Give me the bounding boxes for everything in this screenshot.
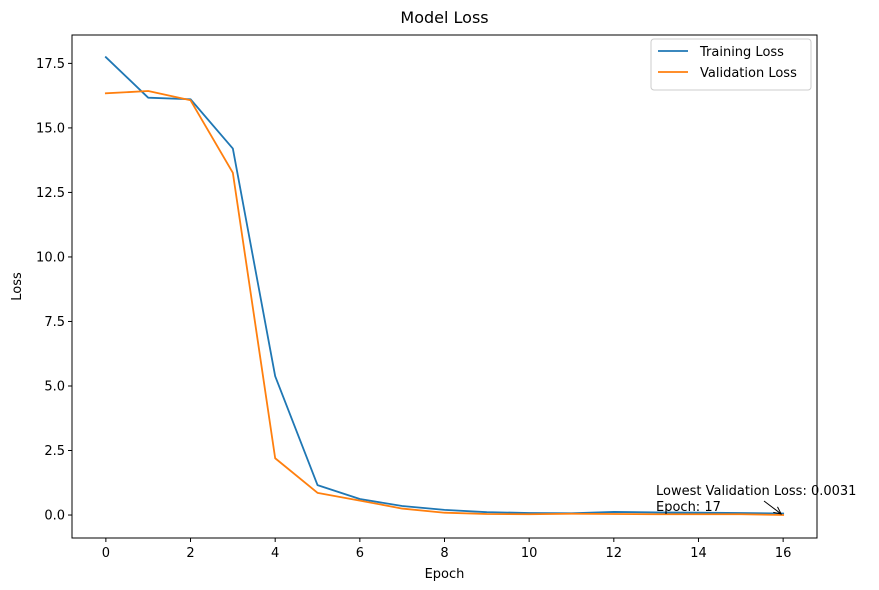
y-tick-label: 17.5 [36, 57, 65, 72]
x-tick-label: 4 [271, 546, 279, 561]
x-axis-label: Epoch [425, 567, 465, 582]
x-tick-label: 0 [102, 546, 110, 561]
chart-title: Model Loss [400, 8, 488, 27]
x-tick-label: 2 [186, 546, 194, 561]
x-tick-label: 14 [690, 546, 707, 561]
legend-label: Validation Loss [700, 66, 797, 81]
y-tick-label: 0.0 [44, 509, 65, 524]
y-tick-label: 12.5 [36, 186, 65, 201]
legend-label: Training Loss [699, 45, 784, 60]
y-tick-label: 7.5 [44, 315, 65, 330]
plot-lines [104, 55, 785, 516]
y-tick-label: 10.0 [36, 250, 65, 265]
legend-box [650, 38, 812, 91]
x-tick-label: 8 [440, 546, 448, 561]
annotation-arrowhead [773, 506, 783, 515]
axes: 0 2 4 6 8 10 12 14 16 0.0 2.5 5.0 7.5 10.0 12.5 15.0 17.… [36, 34, 818, 561]
y-axis-label: Loss [10, 272, 25, 301]
legend: Training Loss Validation Loss [650, 38, 812, 91]
series-line-validation-loss [104, 90, 785, 516]
y-tick-label: 2.5 [44, 444, 65, 459]
x-tick-label: 12 [606, 546, 623, 561]
series-line-training-loss [104, 55, 785, 515]
x-tick-label: 6 [356, 546, 364, 561]
annotation-arrow [763, 500, 782, 515]
annotation-text-epoch: Epoch: 17 [656, 500, 721, 515]
x-tick-label: 10 [521, 546, 538, 561]
x-tick-label: 16 [775, 546, 792, 561]
annotation-text-loss: Lowest Validation Loss: 0.0031 [656, 484, 856, 499]
y-tick-label: 5.0 [44, 379, 65, 394]
y-tick-label: 15.0 [36, 121, 65, 136]
